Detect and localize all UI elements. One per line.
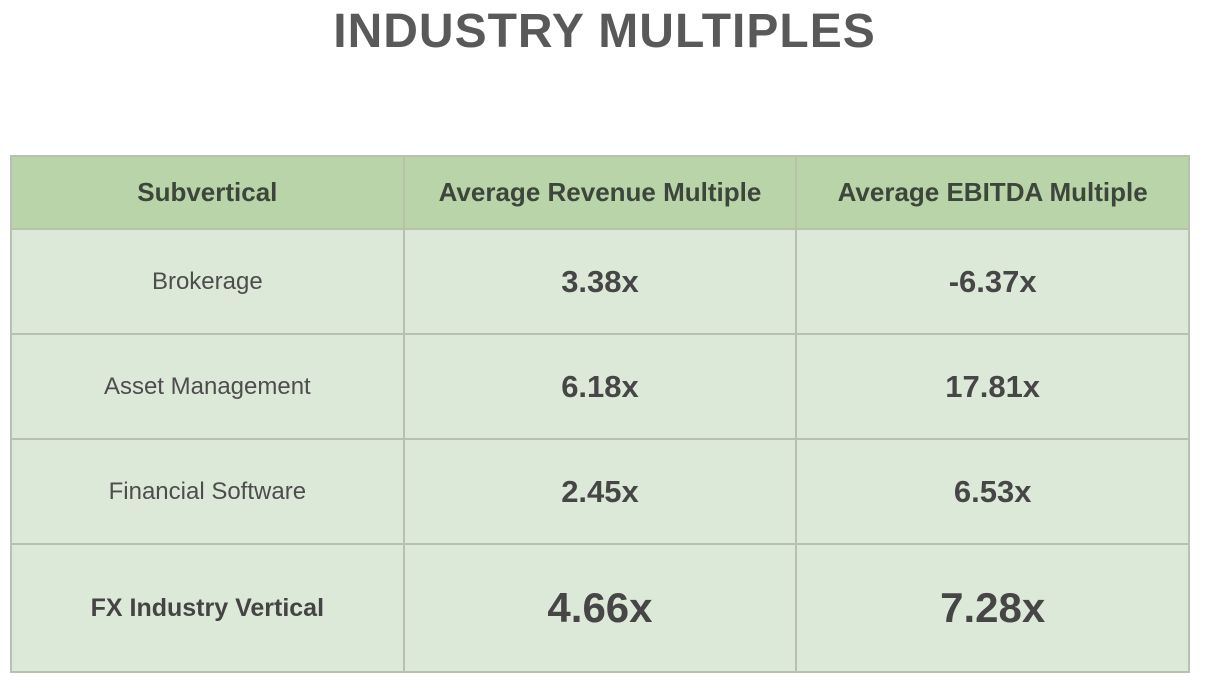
cell-fx-industry-vertical-ebitda-multiple: 7.28x xyxy=(795,543,1190,673)
cell-fx-industry-vertical-label: FX Industry Vertical xyxy=(10,543,405,673)
cell-asset-management-ebitda-multiple: 17.81x xyxy=(795,333,1190,440)
cell-financial-software-label: Financial Software xyxy=(10,438,405,545)
header-cell-average-revenue-multiple: Average Revenue Multiple xyxy=(402,155,798,230)
table-row-brokerage: Brokerage 3.38x -6.37x xyxy=(10,228,1190,335)
cell-brokerage-label: Brokerage xyxy=(10,228,405,335)
table-header-row: Subvertical Average Revenue Multiple Ave… xyxy=(10,155,1190,230)
table-row-fx-industry-vertical: FX Industry Vertical 4.66x 7.28x xyxy=(10,543,1190,673)
cell-asset-management-revenue-multiple: 6.18x xyxy=(402,333,798,440)
industry-multiples-table: Subvertical Average Revenue Multiple Ave… xyxy=(10,155,1190,673)
header-cell-average-ebitda-multiple: Average EBITDA Multiple xyxy=(795,155,1190,230)
table-row-asset-management: Asset Management 6.18x 17.81x xyxy=(10,333,1190,440)
cell-brokerage-ebitda-multiple: -6.37x xyxy=(795,228,1190,335)
table-row-financial-software: Financial Software 2.45x 6.53x xyxy=(10,438,1190,545)
cell-financial-software-ebitda-multiple: 6.53x xyxy=(795,438,1190,545)
page-title: INDUSTRY MULTIPLES xyxy=(333,5,876,58)
cell-financial-software-revenue-multiple: 2.45x xyxy=(402,438,798,545)
header-cell-subvertical: Subvertical xyxy=(10,155,405,230)
cell-asset-management-label: Asset Management xyxy=(10,333,405,440)
cell-fx-industry-vertical-revenue-multiple: 4.66x xyxy=(402,543,798,673)
cell-brokerage-revenue-multiple: 3.38x xyxy=(402,228,798,335)
